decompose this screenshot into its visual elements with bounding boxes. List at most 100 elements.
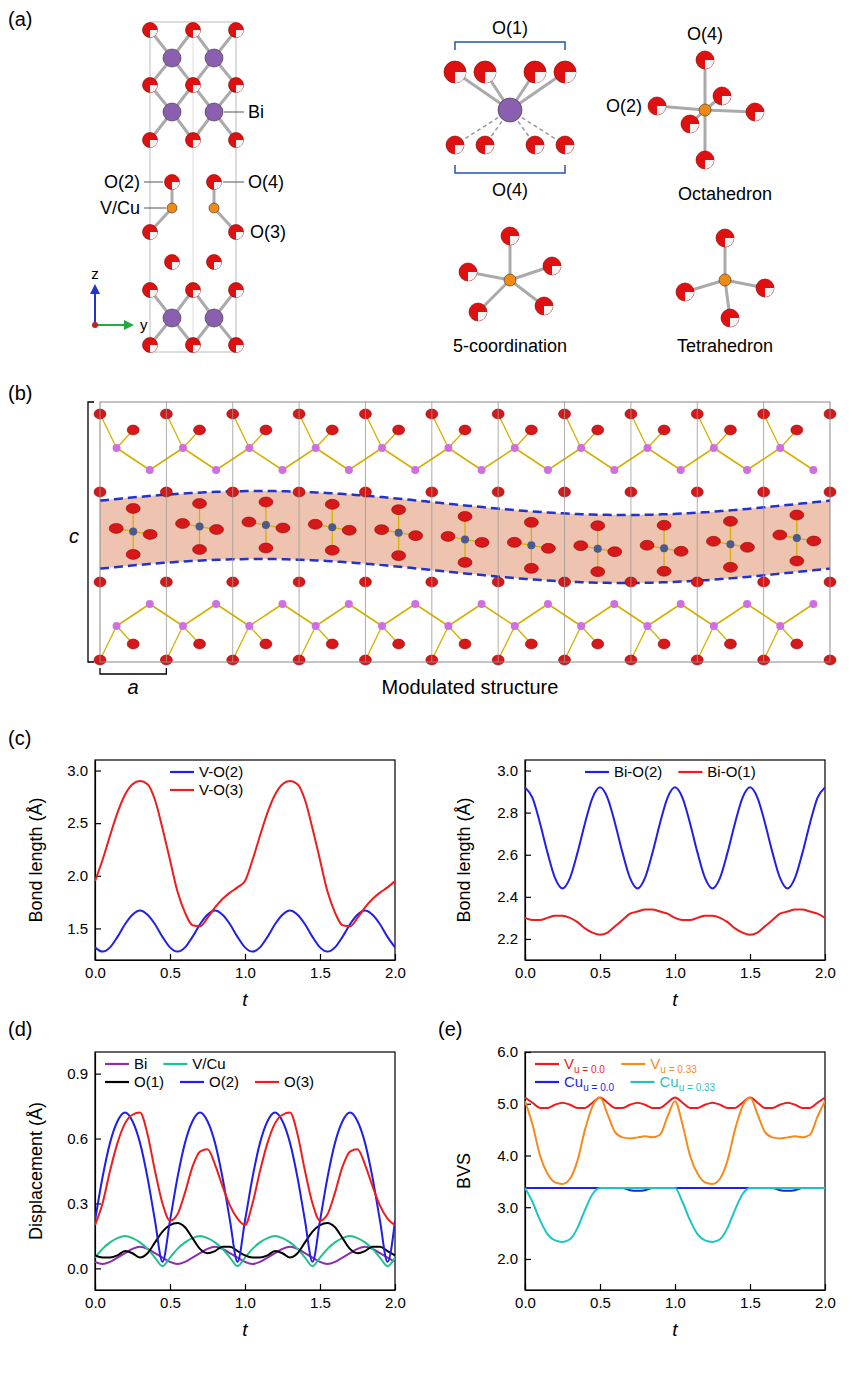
x-tick-label: 0.5 (160, 964, 181, 981)
x-tick-mark (600, 954, 601, 960)
bi-atom (163, 103, 181, 121)
oxygen-atom-shade (236, 30, 244, 38)
y-tick-label: 2.6 (497, 846, 518, 863)
oxygen-atom (541, 543, 555, 553)
oxygen-atom (526, 136, 544, 154)
bi-atom (511, 444, 519, 452)
legend-label: Vu = 0.33 (650, 1055, 697, 1075)
y-tick-label: 3.0 (497, 1199, 518, 1216)
oxygen-atom-shade (214, 262, 222, 270)
bi-atom (743, 466, 751, 474)
oxygen-atom (165, 255, 180, 270)
legend-swatch (535, 1081, 559, 1083)
legend-subscript: u = 0.0 (583, 1082, 614, 1093)
oxygen-atom (591, 567, 605, 577)
legend-swatch (105, 1081, 129, 1083)
oxygen-atom (676, 283, 694, 301)
v-cu-atom (719, 274, 731, 286)
cell-line (630, 402, 631, 662)
oxygen-atom-shade (236, 140, 244, 148)
legend-name: Bi (134, 1055, 147, 1072)
atom-label: O(2) (104, 172, 140, 192)
y-axis-title: Bond length (Å) (454, 797, 474, 922)
oxygen-atom (469, 303, 487, 321)
bi-atom (205, 49, 223, 67)
oxygen-atom (260, 425, 272, 435)
oxygen-atom-shade (485, 145, 494, 154)
oxygen-atom (260, 639, 272, 649)
bi-atom (610, 466, 618, 474)
chart: 0.00.51.01.52.02.22.42.62.83.0tBond leng… (454, 760, 836, 1010)
bi-atom (279, 600, 287, 608)
y-tick-label: 0.3 (67, 1195, 88, 1212)
oxygen-atom (658, 425, 670, 435)
oxygen-atom (109, 523, 123, 533)
oxygen-atom (556, 136, 574, 154)
oxygen-atom (143, 225, 158, 240)
x-tick-label: 2.0 (815, 1294, 836, 1311)
figure: (a)BiO(2)O(4)V/CuO(3)zyO(1)O(4)O(4)O(2)O… (0, 0, 855, 1394)
oxygen-atom (475, 537, 489, 547)
y-tick-label: 4.0 (497, 1147, 518, 1164)
x-tick: 1.0 (665, 954, 686, 981)
oxygen-atom-shade (722, 96, 731, 105)
bi-atom (710, 622, 718, 630)
x-tick-mark (320, 1284, 321, 1290)
x-axis-title: t (672, 1319, 678, 1340)
cell-line (697, 402, 698, 662)
oxygen-atom-shade (193, 290, 201, 298)
bond (648, 604, 681, 626)
bond (117, 448, 150, 470)
y-tick-mark (525, 770, 531, 771)
oxygen-atom-shade (755, 112, 764, 121)
y-tick-mark (525, 813, 531, 814)
bi-atom (743, 600, 751, 608)
legend-name: V-O(2) (199, 763, 243, 780)
y-tick: 2.4 (497, 888, 531, 905)
oxygen-atom (524, 61, 546, 83)
legend-label: V/Cu (192, 1055, 225, 1072)
bond (714, 448, 747, 470)
legend-name: V (650, 1055, 660, 1072)
bi-atom (163, 49, 181, 67)
legend-name: O(2) (209, 1073, 239, 1090)
v-cu-atom (461, 535, 469, 543)
chart: 0.00.51.01.52.00.00.30.60.9(d)tDisplacem… (8, 1018, 406, 1340)
x-tick-label: 2.0 (385, 964, 406, 981)
polyhedron-label: 5-coordination (453, 336, 567, 356)
y-tick: 2.0 (497, 1250, 531, 1267)
oxygen-atom-shade (478, 312, 487, 321)
bond (316, 448, 349, 470)
oxygen-atom-shade (172, 262, 180, 270)
x-tick-mark (750, 1284, 751, 1290)
atom-label: O(1) (492, 18, 528, 38)
x-tick: 1.5 (740, 1284, 761, 1311)
oxygen-atom-shade (657, 106, 666, 115)
leader (223, 182, 244, 183)
legend-swatch (163, 1063, 187, 1065)
y-tick: 4.0 (497, 1147, 531, 1164)
v-cu-atom (660, 544, 668, 552)
oxygen-atom (393, 425, 405, 435)
axis-letter: y (140, 316, 148, 333)
y-tick: 3.0 (497, 1199, 531, 1216)
oxygen-atom (591, 521, 605, 531)
x-tick-label: 0.5 (160, 1294, 181, 1311)
oxygen-atom (229, 78, 244, 93)
y-tick: 0.9 (67, 1065, 101, 1082)
x-tick-label: 2.0 (815, 964, 836, 981)
bi-atom (212, 600, 220, 608)
oxygen-atom (721, 309, 739, 327)
oxygen-atom (441, 531, 455, 541)
legend: Vu = 0.0Vu = 0.33Cuu = 0.0Cuu = 0.33 (535, 1055, 716, 1093)
bond (515, 604, 548, 626)
y-tick-label: 2.0 (497, 1250, 518, 1267)
leader (144, 182, 163, 183)
x-tick-label: 1.5 (740, 964, 761, 981)
bond (780, 604, 813, 626)
x-tick-label: 1.0 (665, 1294, 686, 1311)
bond (117, 604, 150, 626)
bi-atom (345, 466, 353, 474)
oxygen-atom (393, 639, 405, 649)
oxygen-atom (143, 133, 158, 148)
